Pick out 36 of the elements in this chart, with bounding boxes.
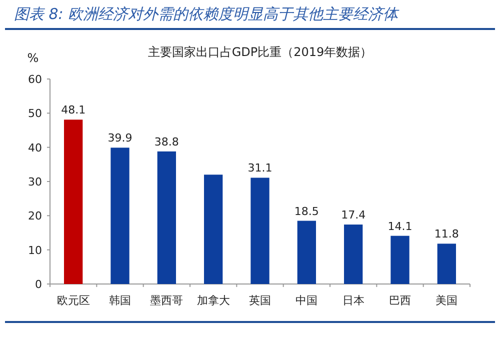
y-tick-label: 10	[28, 244, 42, 257]
data-label: 17.4	[341, 208, 366, 222]
bar	[344, 224, 363, 284]
bar	[390, 236, 410, 284]
x-tick-label: 加拿大	[196, 294, 230, 307]
bar	[157, 151, 176, 284]
y-tick-label: 20	[28, 210, 42, 223]
x-tick-label: 日本	[342, 294, 364, 307]
bar	[64, 120, 83, 284]
data-label: 48.1	[61, 104, 86, 117]
data-label: 38.8	[154, 135, 179, 148]
data-label: 14.1	[388, 220, 412, 233]
x-tick-label: 英国	[249, 294, 271, 307]
data-label: 18.5	[294, 204, 319, 218]
bar	[250, 178, 270, 284]
y-tick-label: 30	[28, 176, 42, 188]
x-tick-label: 中国	[296, 294, 318, 307]
data-label: 11.8	[434, 228, 459, 241]
bar	[297, 220, 316, 284]
data-label: 31.1	[248, 162, 272, 175]
x-tick-label: 巴西	[389, 294, 411, 307]
chart-title: 图表 8: 欧洲经济对外需的依赖度明显高于其他主要经济体	[14, 5, 400, 23]
y-axis-title: %	[27, 51, 39, 65]
x-tick-label: 美国	[436, 294, 458, 307]
bar	[204, 174, 223, 284]
y-tick-label: 40	[28, 141, 42, 154]
data-label: 39.9	[108, 132, 132, 145]
y-tick-label: 0	[35, 278, 42, 291]
chart-subtitle: 主要国家出口占GDP比重（2019年数据）	[148, 45, 372, 59]
y-tick-label: 50	[28, 107, 42, 120]
x-tick-label: 欧元区	[56, 294, 90, 307]
x-tick-label: 墨西哥	[150, 294, 184, 307]
x-tick-label: 韩国	[109, 294, 131, 307]
bar	[110, 148, 130, 284]
bar	[437, 244, 456, 284]
y-tick-label: 60	[28, 73, 42, 86]
